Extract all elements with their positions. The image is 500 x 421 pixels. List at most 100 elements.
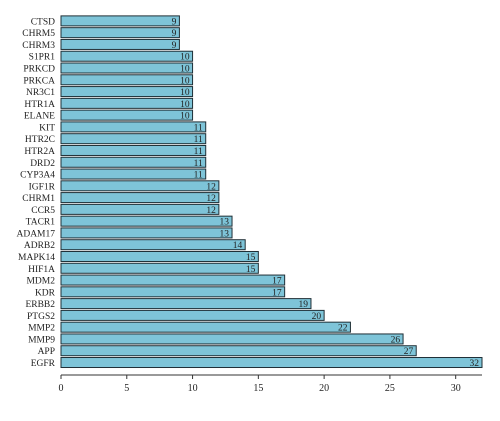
value-label-mapk14: 15 <box>246 253 256 263</box>
bar-mmp2 <box>60 321 351 333</box>
value-label-mmp9: 26 <box>391 335 401 345</box>
category-label-chrm1: CHRM1 <box>22 194 55 204</box>
value-label-drd2: 11 <box>194 159 203 169</box>
category-label-kit: KIT <box>39 123 55 133</box>
bar-prkcd <box>60 62 194 74</box>
value-labels-layer: 9991010101010101111111111121212131314151… <box>172 17 480 369</box>
value-label-prkca: 10 <box>180 76 190 86</box>
category-label-chrm3: CHRM3 <box>22 41 55 51</box>
bar-adam17 <box>60 227 233 239</box>
category-label-egfr: EGFR <box>31 359 56 369</box>
bar-adrb2 <box>60 239 246 251</box>
x-tick-label-5: 5 <box>124 383 129 394</box>
x-tick-label-30: 30 <box>451 383 461 394</box>
value-label-chrm1: 12 <box>206 194 216 204</box>
bar-igf1r <box>60 180 220 192</box>
x-tick-label-0: 0 <box>59 383 64 394</box>
x-tick-label-15: 15 <box>253 383 263 394</box>
value-label-mdm2: 17 <box>272 277 282 287</box>
category-label-tacr1: TACR1 <box>26 218 56 228</box>
category-label-drd2: DRD2 <box>30 159 55 169</box>
value-label-ccr5: 12 <box>206 206 216 216</box>
bar-app <box>60 345 417 357</box>
category-label-elane: ELANE <box>24 112 55 122</box>
value-label-prkcd: 10 <box>180 65 190 75</box>
x-tick-label-20: 20 <box>319 383 329 394</box>
bar-htr2a <box>60 144 207 156</box>
value-label-erbb2: 19 <box>298 300 308 310</box>
bar-mdm2 <box>60 274 286 286</box>
value-label-hif1a: 15 <box>246 265 256 275</box>
bar-chrm3 <box>60 38 180 50</box>
value-label-ctsd: 9 <box>172 17 177 27</box>
value-label-adrb2: 14 <box>233 241 243 251</box>
category-label-adam17: ADAM17 <box>16 229 55 239</box>
category-label-kdr: KDR <box>35 288 56 298</box>
category-label-htr1a: HTR1A <box>24 100 55 110</box>
bar-kdr <box>60 286 286 298</box>
value-label-kdr: 17 <box>272 288 282 298</box>
value-label-igf1r: 12 <box>206 182 216 192</box>
category-label-mdm2: MDM2 <box>26 277 55 287</box>
x-tick-label-25: 25 <box>385 383 395 394</box>
bar-drd2 <box>60 156 207 168</box>
category-label-hif1a: HIF1A <box>28 265 55 275</box>
value-label-chrm5: 9 <box>172 29 177 39</box>
category-label-cyp3a4: CYP3A4 <box>20 171 55 181</box>
value-label-cyp3a4: 11 <box>194 171 203 181</box>
value-label-adam17: 13 <box>220 229 230 239</box>
bar-prkca <box>60 74 194 86</box>
value-label-htr2a: 11 <box>194 147 203 157</box>
bar-mmp9 <box>60 333 404 345</box>
value-label-s1pr1: 10 <box>180 53 190 63</box>
value-label-htr2c: 11 <box>194 135 203 145</box>
bar-elane <box>60 109 194 121</box>
value-label-elane: 10 <box>180 112 190 122</box>
category-label-mapk14: MAPK14 <box>18 253 55 263</box>
value-label-ptgs2: 20 <box>312 312 322 322</box>
bar-ctsd <box>60 15 180 27</box>
bar-erbb2 <box>60 298 312 310</box>
category-label-erbb2: ERBB2 <box>25 300 55 310</box>
category-label-prkca: PRKCA <box>23 76 55 86</box>
bar-hif1a <box>60 262 259 274</box>
bar-nr3c1 <box>60 86 194 98</box>
value-label-egfr: 32 <box>470 359 480 369</box>
bar-mapk14 <box>60 250 259 262</box>
value-label-nr3c1: 10 <box>180 88 190 98</box>
value-label-mmp2: 22 <box>338 324 348 334</box>
category-label-app: APP <box>38 347 55 357</box>
category-label-mmp2: MMP2 <box>28 324 55 334</box>
bar-kit <box>60 121 207 133</box>
category-label-s1pr1: S1PR1 <box>29 53 56 63</box>
bar-htr2c <box>60 133 207 145</box>
bar-htr1a <box>60 97 194 109</box>
value-label-tacr1: 13 <box>220 218 230 228</box>
value-label-app: 27 <box>404 347 414 357</box>
bars-layer <box>60 15 483 369</box>
bar-chrm5 <box>60 27 180 39</box>
category-label-adrb2: ADRB2 <box>24 241 55 251</box>
bar-ccr5 <box>60 203 220 215</box>
value-label-kit: 11 <box>194 123 203 133</box>
category-label-ptgs2: PTGS2 <box>27 312 55 322</box>
category-label-igf1r: IGF1R <box>29 182 56 192</box>
category-label-ccr5: CCR5 <box>31 206 55 216</box>
value-label-chrm3: 9 <box>172 41 177 51</box>
category-label-ctsd: CTSD <box>31 17 55 27</box>
value-label-htr1a: 10 <box>180 100 190 110</box>
bar-s1pr1 <box>60 50 194 62</box>
category-label-nr3c1: NR3C1 <box>26 88 55 98</box>
x-tick-label-10: 10 <box>188 383 198 394</box>
bar-ptgs2 <box>60 309 325 321</box>
category-label-prkcd: PRKCD <box>23 65 55 75</box>
x-ticks-layer: 0 5 10 15 20 25 30 <box>59 375 461 394</box>
bar-tacr1 <box>60 215 233 227</box>
category-label-chrm5: CHRM5 <box>22 29 55 39</box>
category-label-mmp9: MMP9 <box>28 335 55 345</box>
category-label-htr2a: HTR2A <box>24 147 55 157</box>
bar-egfr <box>60 357 483 369</box>
